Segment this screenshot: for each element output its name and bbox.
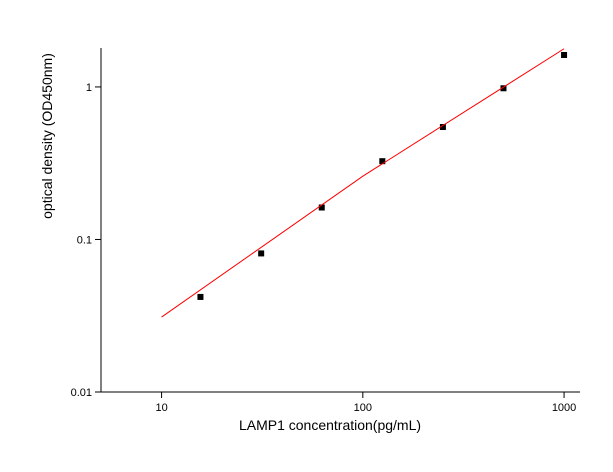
data-point bbox=[379, 158, 386, 165]
data-point bbox=[561, 51, 568, 58]
x-tick-label: 100 bbox=[354, 402, 372, 414]
fit-line bbox=[161, 48, 565, 318]
x-tick-label: 10 bbox=[155, 402, 167, 414]
y-axis-label: optical density (OD450nm) bbox=[39, 53, 55, 219]
y-tick-label: 0.1 bbox=[77, 234, 92, 246]
data-point bbox=[197, 293, 204, 300]
y-tick-label: 1 bbox=[86, 82, 92, 94]
x-axis-label: LAMP1 concentration(pg/mL) bbox=[239, 417, 421, 433]
data-point bbox=[258, 250, 265, 257]
data-point bbox=[439, 124, 446, 131]
x-tick-label: 1000 bbox=[552, 402, 576, 414]
data-point bbox=[318, 204, 325, 211]
y-tick-label: 0.01 bbox=[71, 387, 92, 399]
data-point bbox=[500, 85, 507, 92]
